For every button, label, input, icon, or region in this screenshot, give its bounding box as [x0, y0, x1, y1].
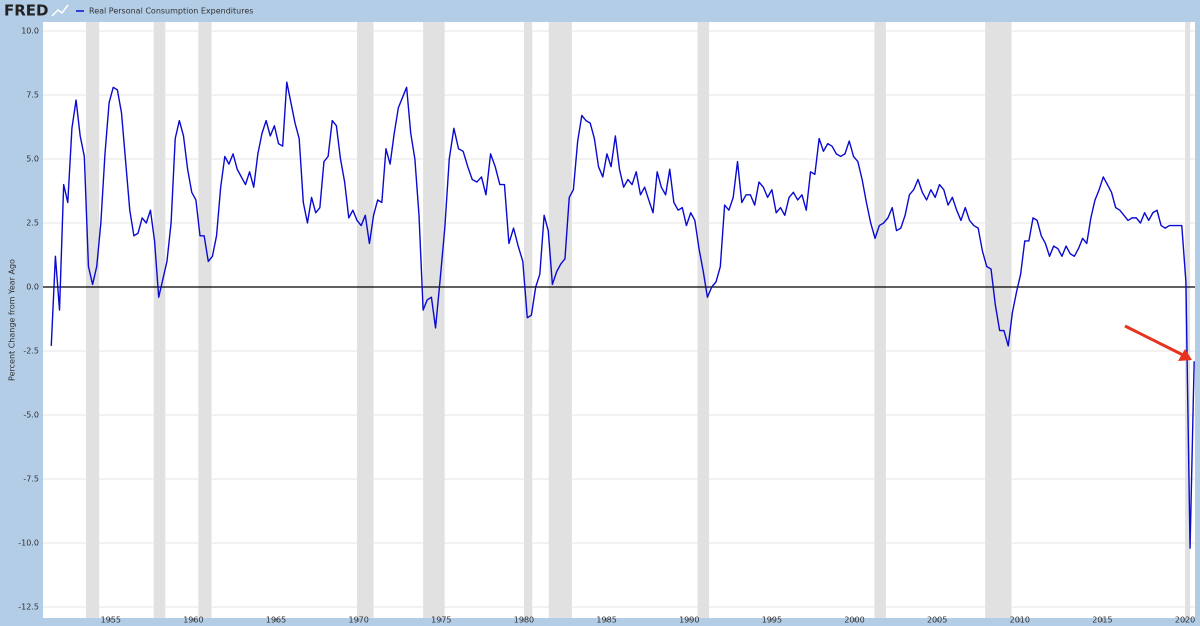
- y-tick-label: 0.0: [26, 283, 39, 292]
- recession-band: [874, 22, 886, 618]
- plot-area: [43, 22, 1195, 618]
- y-tick-label: 2.5: [26, 219, 39, 228]
- logo-icon: [51, 4, 69, 17]
- y-tick-label: -5.0: [23, 411, 39, 420]
- x-tick-label: 2005: [927, 616, 947, 625]
- x-tick-label: 1955: [101, 616, 121, 625]
- recession-band: [153, 22, 166, 618]
- x-tick-label: 2015: [1092, 616, 1112, 625]
- x-tick-label: 1970: [349, 616, 369, 625]
- recession-band: [1185, 22, 1191, 618]
- annotation-arrowhead: [1178, 349, 1192, 361]
- recession-band: [198, 22, 212, 618]
- recession-band: [523, 22, 533, 618]
- recession-band: [357, 22, 374, 618]
- x-tick-label: 1965: [266, 616, 286, 625]
- logo: FRED: [4, 2, 49, 20]
- x-tick-label: 2020: [1175, 616, 1195, 625]
- recession-band: [697, 22, 710, 618]
- y-tick-label: 7.5: [26, 91, 39, 100]
- x-tick-label: 1975: [431, 616, 451, 625]
- y-tick-label: -2.5: [23, 347, 39, 356]
- x-tick-label: 1985: [596, 616, 616, 625]
- recession-band: [548, 22, 572, 618]
- x-tick-label: 1980: [514, 616, 534, 625]
- y-tick-label: -12.5: [18, 603, 39, 612]
- y-tick-label: 5.0: [26, 155, 39, 164]
- x-tick-label: 1960: [183, 616, 203, 625]
- legend-label: Real Personal Consumption Expenditures: [89, 7, 253, 16]
- series-line: [50, 81, 1195, 549]
- x-tick-label: 2000: [844, 616, 864, 625]
- y-tick-label: -7.5: [23, 475, 39, 484]
- y-tick-label: 10.0: [21, 27, 39, 36]
- plot-layer: -12.5 -10.0 -7.5 -5.0 -2.5 0.0 2.5 5.0 7.5 10.0 19…: [18, 22, 1195, 625]
- y-tick-label: -10.0: [18, 539, 39, 548]
- x-tick-label: 2010: [1010, 616, 1030, 625]
- x-tick-label: 1990: [679, 616, 699, 625]
- recession-band: [85, 22, 100, 618]
- x-tick-label: 1995: [762, 616, 782, 625]
- annotation-arrow: [1124, 324, 1184, 357]
- y-axis-label: Percent Change from Year Ago: [8, 259, 17, 381]
